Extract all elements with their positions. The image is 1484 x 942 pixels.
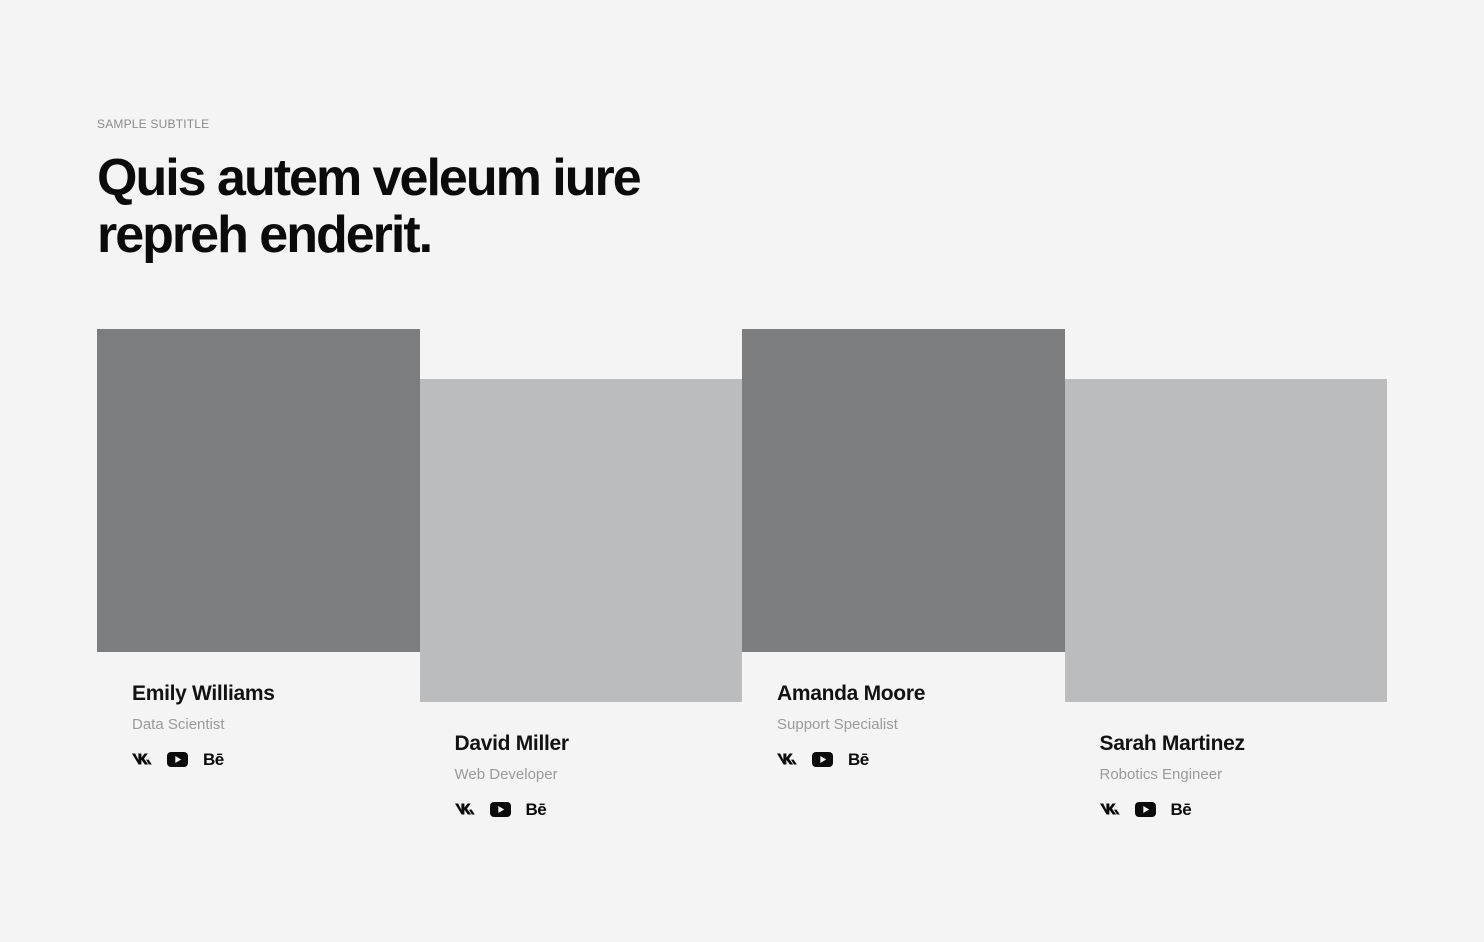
member-info: Amanda Moore Support Specialist Bē <box>742 652 1065 769</box>
behance-icon[interactable]: Bē <box>203 749 224 769</box>
member-name: Sarah Martinez <box>1099 732 1245 755</box>
member-name: Emily Williams <box>132 682 275 705</box>
member-name: Amanda Moore <box>777 682 926 705</box>
member-info: Sarah Martinez Robotics Engineer Bē <box>1065 702 1388 819</box>
section-heading: Quis autem veleum iure repreh enderit. <box>97 149 642 264</box>
youtube-icon[interactable] <box>167 751 188 767</box>
member-socials: Bē <box>454 799 743 819</box>
member-role: Support Specialist <box>777 716 898 733</box>
member-photo <box>742 329 1065 652</box>
youtube-icon[interactable] <box>489 801 511 817</box>
member-photo <box>1064 379 1387 702</box>
member-socials: Bē <box>777 749 1065 769</box>
youtube-icon[interactable] <box>812 751 833 767</box>
youtube-icon[interactable] <box>1134 801 1156 817</box>
member-photo <box>97 329 420 652</box>
member-role: Web Developer <box>454 766 558 783</box>
vk-icon[interactable] <box>132 753 152 765</box>
behance-icon[interactable]: Bē <box>525 799 547 819</box>
team-member-card: Emily Williams Data Scientist Bē <box>97 329 420 769</box>
team-member-card: Amanda Moore Support Specialist Bē <box>742 329 1065 769</box>
team-member-card: David Miller Web Developer Bē <box>419 379 743 819</box>
member-info: David Miller Web Developer Bē <box>420 702 743 819</box>
vk-icon[interactable] <box>454 803 475 815</box>
member-role: Robotics Engineer <box>1099 766 1223 783</box>
behance-icon[interactable]: Bē <box>1170 799 1192 819</box>
team-member-card: Sarah Martinez Robotics Engineer Bē <box>1064 379 1388 819</box>
behance-icon[interactable]: Bē <box>848 749 869 769</box>
vk-icon[interactable] <box>777 753 797 765</box>
section-subtitle: SAMPLE SUBTITLE <box>97 117 210 131</box>
member-socials: Bē <box>132 749 420 769</box>
member-name: David Miller <box>454 732 570 755</box>
member-info: Emily Williams Data Scientist Bē <box>97 652 420 769</box>
vk-icon[interactable] <box>1099 803 1120 815</box>
team-grid: Emily Williams Data Scientist Bē <box>97 329 1387 849</box>
member-photo <box>419 379 742 702</box>
member-socials: Bē <box>1099 799 1388 819</box>
member-role: Data Scientist <box>132 716 225 733</box>
